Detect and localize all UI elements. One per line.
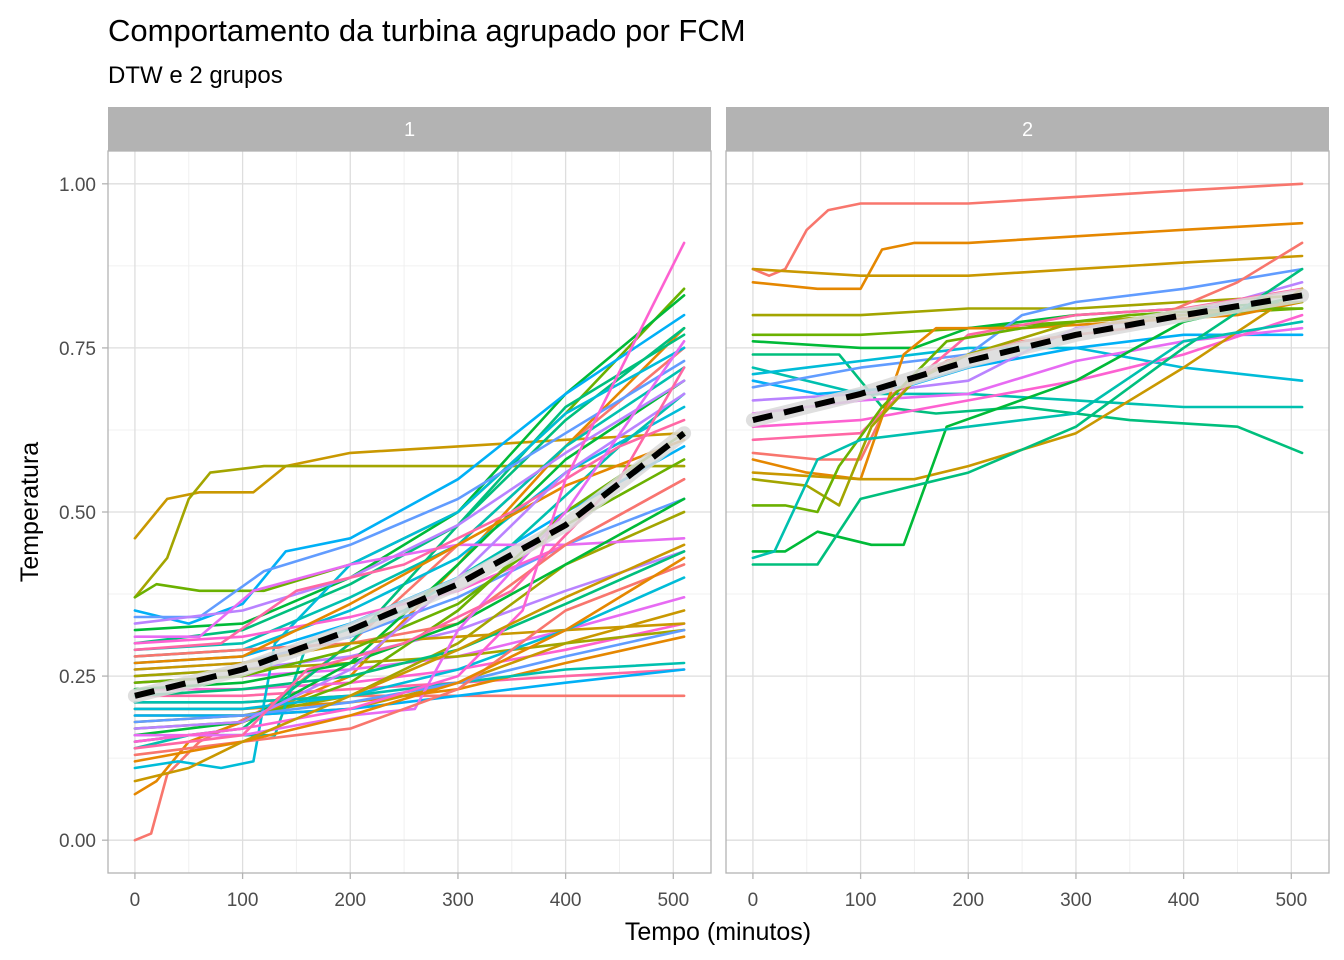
series-line xyxy=(133,543,686,783)
series-line xyxy=(751,221,1304,291)
facet-strip xyxy=(726,107,1329,151)
series-line xyxy=(133,418,686,652)
panels-layer: 1 0 100 200 300 400 500 2 0 100 200 300 400 500 xyxy=(107,107,1330,911)
series-line xyxy=(751,366,1304,409)
y-tick-label: 0.25 xyxy=(59,667,96,688)
y-tick-label: 0.00 xyxy=(59,831,96,852)
x-tick-label: 400 xyxy=(550,890,582,911)
series-line xyxy=(133,313,686,625)
series-line xyxy=(133,661,686,704)
x-axis-ticks: 0 100 200 300 400 500 xyxy=(130,873,689,911)
x-tick-label: 500 xyxy=(657,890,689,911)
x-tick-label: 400 xyxy=(1168,890,1200,911)
x-tick-label: 200 xyxy=(334,890,366,911)
series-line xyxy=(751,267,1304,566)
series-line xyxy=(751,294,1304,553)
series-line xyxy=(133,294,686,632)
series-lines xyxy=(745,182,1310,566)
series-line xyxy=(751,313,1304,429)
x-tick-label: 500 xyxy=(1275,890,1307,911)
x-tick-label: 100 xyxy=(227,890,259,911)
panel-2: 2 0 100 200 300 400 500 xyxy=(725,107,1330,911)
x-axis-title: Tempo (minutos) xyxy=(625,918,811,946)
panel-border xyxy=(725,150,1330,874)
x-tick-label: 0 xyxy=(748,890,759,911)
chart-subtitle: DTW e 2 grupos xyxy=(108,62,283,89)
y-tick-label: 0.75 xyxy=(59,339,96,360)
series-line xyxy=(133,241,686,744)
facet-strip-label: 1 xyxy=(404,119,415,141)
series-line xyxy=(133,366,686,652)
series-line xyxy=(751,254,1304,278)
panel-1: 1 0 100 200 300 400 500 xyxy=(107,107,712,911)
x-tick-label: 0 xyxy=(130,890,141,911)
series-line xyxy=(133,438,686,665)
facet-strip xyxy=(108,107,711,151)
series-lines xyxy=(127,241,692,842)
series-line xyxy=(133,550,686,698)
x-tick-label: 300 xyxy=(1060,890,1092,911)
y-tick-label: 0.50 xyxy=(59,503,96,524)
grid-lines xyxy=(108,151,711,873)
series-line xyxy=(133,392,686,730)
series-line xyxy=(133,622,686,671)
series-line xyxy=(133,668,686,698)
series-line xyxy=(751,182,1304,278)
series-line xyxy=(751,287,1304,481)
y-axis-title: Temperatura xyxy=(16,442,44,582)
series-line xyxy=(751,267,1304,389)
centroid-line xyxy=(134,430,686,699)
series-line xyxy=(751,307,1304,514)
series-line xyxy=(751,294,1304,317)
x-tick-label: 300 xyxy=(442,890,474,911)
series-line xyxy=(133,464,686,599)
series-line xyxy=(133,556,686,763)
y-tick-label: 1.00 xyxy=(59,175,96,196)
x-tick-label: 100 xyxy=(845,890,877,911)
series-line xyxy=(133,576,686,711)
x-axis-ticks: 0 100 200 300 400 500 xyxy=(748,873,1307,911)
y-axis-ticks: 0.00 0.25 0.50 0.75 1.00 xyxy=(59,175,108,852)
series-line xyxy=(133,477,686,658)
chart-title: Comportamento da turbina agrupado por FC… xyxy=(108,13,746,48)
x-tick-label: 200 xyxy=(952,890,984,911)
centroid-line xyxy=(752,292,1303,424)
series-line xyxy=(133,346,686,770)
series-line xyxy=(751,320,1304,560)
facet-strip-label: 2 xyxy=(1022,119,1033,141)
